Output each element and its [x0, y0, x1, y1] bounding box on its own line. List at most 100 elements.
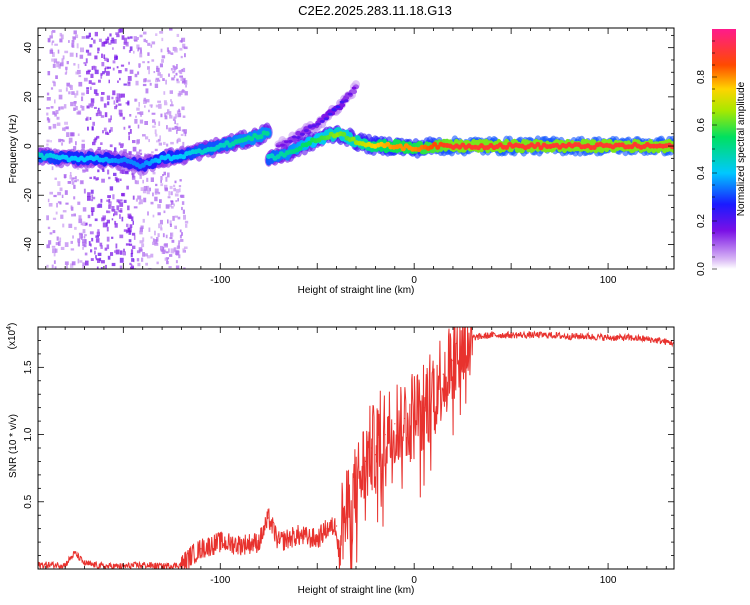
spectrogram-speckle — [152, 125, 156, 128]
spectrogram-speckle — [50, 87, 54, 90]
secondary-branch-core — [339, 100, 345, 104]
spectrogram-speckle — [145, 88, 149, 94]
spectrogram-speckle — [85, 222, 88, 226]
spectrogram-speckle — [161, 37, 164, 42]
spectrogram-speckle — [82, 241, 85, 247]
spectrogram-speckle — [47, 118, 51, 123]
spectrogram-speckle — [159, 74, 163, 78]
spectrogram-speckle — [123, 199, 127, 203]
spectrogram-speckle — [61, 194, 64, 198]
spectrogram-speckle — [52, 52, 55, 57]
spectrogram-speckle — [68, 91, 71, 95]
snr-point — [190, 555, 192, 557]
spectrogram-speckle — [78, 75, 82, 78]
spectrogram-speckle — [83, 244, 87, 248]
spectrogram-speckle — [161, 59, 164, 63]
spectrogram-speckle — [139, 240, 144, 244]
spectrogram-speckle — [174, 125, 178, 130]
spectrogram-speckle — [46, 215, 49, 221]
spectrogram-speckle — [177, 243, 180, 248]
spectrogram-speckle — [119, 214, 121, 219]
spectrogram-speckle — [166, 112, 168, 115]
spectrogram-speckle — [64, 121, 68, 125]
spectrogram-speckle — [155, 104, 159, 108]
spectrogram-speckle — [142, 83, 147, 87]
spectrogram-speckle — [56, 236, 59, 241]
spectrogram-speckle — [77, 258, 80, 264]
spectrogram-speckle — [106, 210, 109, 213]
spectrogram-speckle — [167, 109, 170, 114]
spectrogram-xtick-label: 0 — [411, 275, 417, 286]
spectrogram-speckle — [138, 247, 143, 252]
snr-point — [336, 525, 338, 527]
spectrogram-speckle — [58, 63, 61, 69]
spectrogram-speckle — [87, 192, 91, 197]
spectrogram-speckle — [50, 48, 53, 51]
spectrogram-speckle — [51, 245, 56, 248]
spectrogram-speckle — [176, 130, 178, 134]
spectrogram-speckle — [54, 113, 57, 117]
spectrogram-ytick-label: 0 — [23, 143, 34, 149]
spectrogram-speckle — [134, 73, 138, 78]
spectrogram-speckle — [164, 112, 167, 117]
spectrogram-speckle — [96, 266, 99, 269]
spectrogram-speckle — [160, 183, 164, 187]
spectrogram-speckle — [63, 174, 67, 178]
spectrogram-speckle — [159, 31, 164, 34]
spectrogram-speckle — [64, 242, 69, 247]
spectrogram-speckle — [112, 194, 115, 200]
spectrogram-speckle — [139, 230, 143, 235]
spectrogram-speckle — [69, 172, 72, 176]
spectrogram-speckle — [159, 219, 163, 225]
spectrogram-speckle — [136, 250, 141, 254]
spectrogram-speckle — [154, 191, 158, 195]
spectrogram-speckle — [112, 47, 114, 50]
spectrogram-speckle — [117, 97, 121, 102]
spectrogram-speckle — [69, 132, 74, 137]
spectrogram-speckle — [126, 185, 129, 190]
spectrogram-speckle — [82, 239, 86, 244]
spectrogram-speckle — [56, 116, 60, 120]
spectrogram-speckle — [100, 245, 103, 249]
spectrogram-speckle — [183, 267, 186, 269]
spectrogram-speckle — [169, 185, 173, 190]
spectrogram-speckle — [151, 112, 156, 115]
spectrogram-speckle — [97, 51, 100, 54]
spectrogram-speckle — [148, 139, 150, 143]
spectrogram-speckle — [129, 243, 133, 246]
spectrogram-speckle — [95, 255, 97, 259]
spectrogram-speckle — [83, 77, 88, 82]
spectrogram-speckle — [86, 70, 90, 75]
spectrogram-speckle — [139, 34, 143, 38]
spectrogram-speckle — [129, 36, 133, 39]
spectrogram-speckle — [47, 71, 51, 76]
spectrogram-speckle — [124, 171, 129, 174]
spectrogram-speckle — [162, 249, 166, 254]
spectrogram-speckle — [60, 246, 65, 250]
colorbar-label: Normalized spectral amplitude — [736, 81, 747, 216]
spectrogram-speckle — [48, 126, 52, 130]
spectrogram-speckle — [131, 232, 136, 236]
spectrogram-speckle — [155, 33, 158, 36]
spectrogram-speckle — [46, 97, 51, 101]
spectrogram-speckle — [113, 172, 117, 176]
spectrogram-speckle — [75, 52, 78, 58]
spectrogram-speckle — [76, 111, 81, 115]
branch-core — [350, 136, 356, 142]
spectrogram-speckle — [113, 100, 116, 105]
spectrogram-speckle — [74, 226, 77, 230]
spectrogram-speckle — [170, 232, 173, 237]
spectrogram-speckle — [66, 265, 68, 269]
spectrogram-speckle — [138, 63, 141, 68]
spectrogram-speckle — [68, 141, 71, 144]
secondary-branch-core — [303, 129, 309, 133]
spectrogram-speckle — [92, 196, 96, 200]
spectrogram-speckle — [106, 95, 111, 101]
spectrogram-speckle — [82, 168, 86, 171]
spectrogram-speckle — [134, 98, 138, 102]
spectrogram-speckle — [155, 133, 158, 137]
spectrogram-speckle — [110, 40, 115, 44]
spectrogram-speckle — [95, 235, 99, 238]
spectrogram-speckle — [66, 82, 70, 87]
spectrogram-speckle — [107, 195, 111, 198]
